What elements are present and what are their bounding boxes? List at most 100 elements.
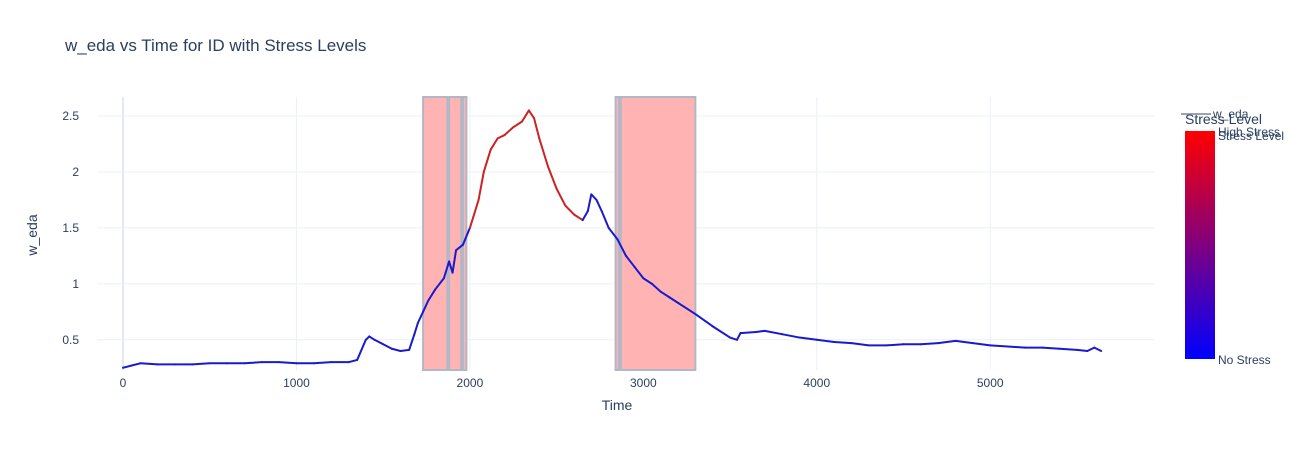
series-segment (455, 243, 464, 252)
stress-regions (422, 96, 697, 371)
series-segment (833, 341, 853, 345)
series-segment (122, 364, 133, 369)
series-segment (642, 277, 654, 285)
series-segment (390, 347, 402, 352)
series-segment (413, 322, 419, 336)
series-segment (399, 348, 411, 352)
series-lines (122, 109, 1103, 369)
series-segment (755, 329, 766, 333)
series-segment (954, 339, 974, 345)
series-segment (422, 299, 430, 313)
series-segment (590, 193, 598, 201)
series-segment (564, 204, 575, 216)
stress-region (448, 96, 463, 371)
series-segment (711, 325, 732, 339)
series-segment (408, 333, 416, 351)
y-tick-label: 2.5 (62, 109, 79, 123)
legend[interactable]: w_eda (1181, 107, 1249, 121)
series-segment (312, 361, 333, 365)
series-segment (1041, 346, 1061, 350)
series-segment (496, 134, 506, 140)
series-segment (971, 342, 992, 347)
colorbar: Stress Level High Stress Stress Level No… (1185, 111, 1284, 367)
y-axis-label: w_eda (24, 214, 40, 256)
series-segment (451, 249, 458, 274)
colorbar-title: Stress Level (1185, 111, 1262, 127)
series-segment (243, 361, 263, 365)
series-segment (885, 343, 905, 347)
series-segment (815, 338, 836, 344)
series-segment (356, 338, 367, 361)
x-tick-label: 2000 (457, 376, 484, 390)
series-segment (482, 148, 492, 173)
series-segment (937, 339, 957, 345)
series-segment (477, 170, 485, 201)
colorbar-low-label: No Stress (1218, 353, 1271, 367)
series-segment (461, 226, 471, 246)
x-tick-label: 4000 (803, 376, 830, 390)
series-segment (586, 193, 593, 213)
series-segment (694, 313, 714, 328)
legend-label: w_eda (1212, 107, 1249, 121)
series-segment (850, 342, 870, 347)
series-segment (1006, 345, 1026, 349)
series-segment (798, 336, 818, 341)
series-segment (600, 210, 610, 229)
series-segment (633, 266, 645, 280)
x-tick-label: 5000 (977, 376, 1004, 390)
series-segment (468, 198, 480, 229)
series-segment (347, 358, 359, 364)
stress-region (619, 96, 697, 371)
series-segment (1086, 346, 1096, 352)
colorbar-high-label: High Stress (1218, 125, 1280, 139)
series-segment (520, 109, 530, 123)
series-segment (651, 282, 662, 293)
y-tick-label: 0.5 (62, 333, 79, 347)
stress-region (422, 96, 449, 371)
series-segment (763, 329, 784, 336)
series-segment (139, 362, 159, 366)
y-ticks: 0.5 1 1.5 2 2.5 (62, 109, 79, 347)
series-segment (595, 198, 603, 213)
x-tick-label: 0 (120, 376, 127, 390)
series-segment (1058, 347, 1078, 351)
series-segment (989, 344, 1009, 348)
series-segment (581, 210, 589, 222)
series-segment (555, 187, 567, 207)
series-segment (130, 362, 142, 367)
series-segment (489, 137, 499, 151)
series-segment (781, 333, 801, 339)
y-tick-label: 2 (72, 165, 79, 179)
x-ticks: 0 1000 2000 3000 4000 5000 (120, 376, 1004, 390)
series-segment (503, 126, 515, 137)
series-segment (625, 254, 636, 269)
series-segment (427, 288, 437, 302)
chart-title: w_eda vs Time for ID with Stress Levels (64, 36, 366, 55)
colorbar-extra-label: Stress Level (1218, 129, 1284, 143)
series-segment (659, 290, 671, 299)
series-segment (739, 330, 758, 335)
series-segment (616, 238, 627, 257)
y-tick-label: 1.5 (62, 221, 79, 235)
series-segment (373, 338, 385, 346)
x-tick-label: 1000 (283, 376, 310, 390)
series-segment (607, 226, 619, 241)
series-segment (416, 310, 425, 325)
x-tick-label: 3000 (630, 376, 657, 390)
series-segment (538, 137, 549, 168)
series-segment (729, 336, 739, 341)
series-segment (527, 109, 536, 120)
series-segment (1093, 346, 1103, 352)
series-segment (442, 260, 451, 280)
series-segment (546, 165, 558, 190)
series-segment (191, 362, 211, 366)
y-tick-label: 1 (72, 277, 79, 291)
series-segment (382, 343, 393, 350)
series-segment (434, 277, 445, 291)
series-segment (1075, 348, 1089, 352)
series-segment (668, 296, 680, 304)
series-segment (736, 332, 742, 341)
series-segment (278, 361, 298, 365)
stress-region (461, 96, 468, 371)
stress-region (614, 96, 621, 371)
